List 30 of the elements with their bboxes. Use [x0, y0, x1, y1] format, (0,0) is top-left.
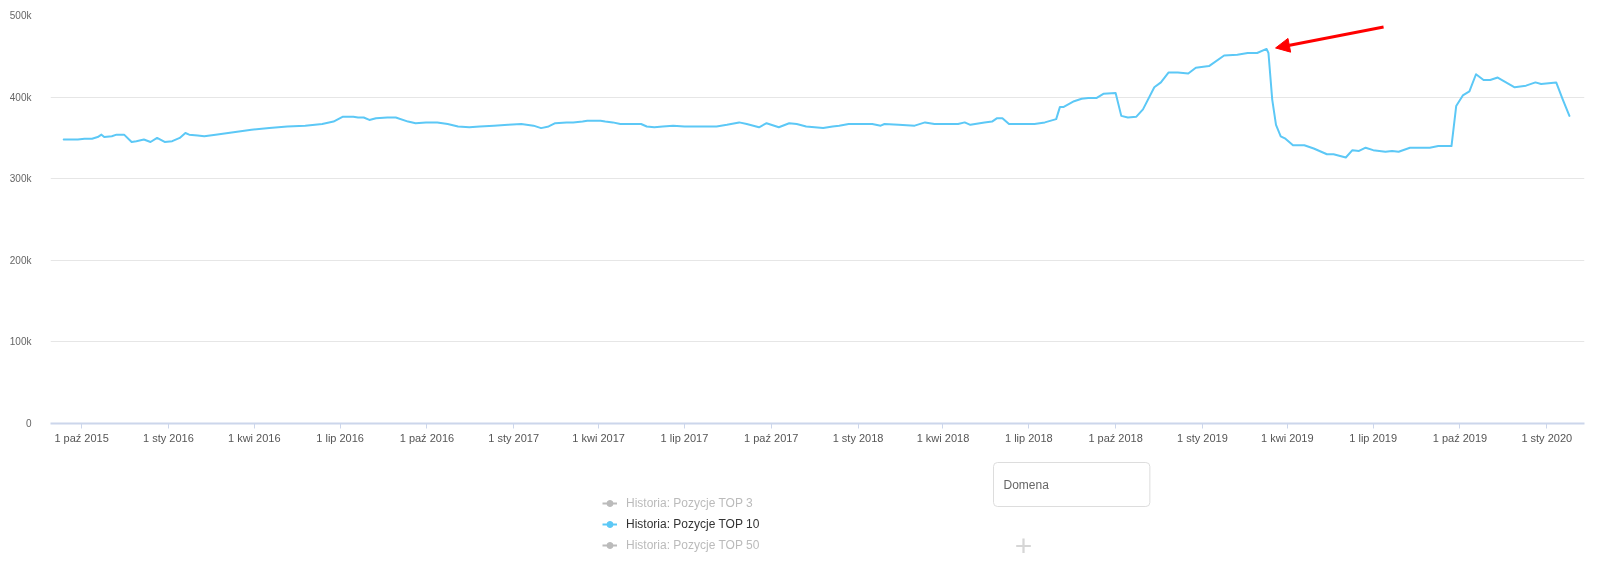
x-tick-label: 1 lip 2017 [660, 431, 709, 444]
x-tick-label: 1 lip 2019 [1349, 431, 1398, 444]
x-tick-label: 1 sty 2016 [143, 431, 194, 444]
y-tick-label: 100k [9, 336, 33, 348]
legend-label: Historia: Pozycje TOP 3 [626, 495, 753, 512]
y-tick-label: 0 [25, 418, 32, 429]
x-tick-label: 1 kwi 2017 [572, 431, 625, 444]
x-tick-label: 1 paź 2017 [744, 431, 799, 444]
y-tick-label: 400k [9, 91, 33, 103]
y-tick-label: 300k [9, 173, 33, 185]
text: Domena [1003, 477, 1050, 492]
x-tick-label: 1 kwi 2016 [227, 431, 281, 444]
text: + [1014, 528, 1033, 562]
x-tick-label: 1 paź 2018 [1088, 431, 1143, 444]
x-tick-label: 1 sty 2017 [488, 431, 540, 444]
x-tick-label: 1 lip 2018 [1004, 431, 1053, 444]
x-tick-label: 1 kwi 2018 [916, 431, 970, 444]
line-series [62, 47, 1571, 159]
legend-label: Historia: Pozycje TOP 10 [626, 516, 760, 533]
x-tick-label: 1 paź 2019 [1432, 431, 1488, 444]
x-tick-label: 1 sty 2019 [1177, 431, 1228, 444]
x-tick-label: 1 kwi 2019 [1261, 431, 1314, 444]
x-tick-label: 1 sty 2020 [1521, 431, 1573, 444]
y-tick-label: 200k [9, 254, 33, 266]
x-tick-label: 1 sty 2018 [832, 431, 884, 444]
x-tick-label: 1 lip 2016 [316, 431, 364, 444]
x-tick-label: 1 paź 2015 [54, 431, 109, 444]
x-tick-label: 1 paź 2016 [399, 431, 455, 444]
legend-label: Historia: Pozycje TOP 50 [626, 537, 760, 554]
y-tick-label: 500k [9, 10, 33, 21]
